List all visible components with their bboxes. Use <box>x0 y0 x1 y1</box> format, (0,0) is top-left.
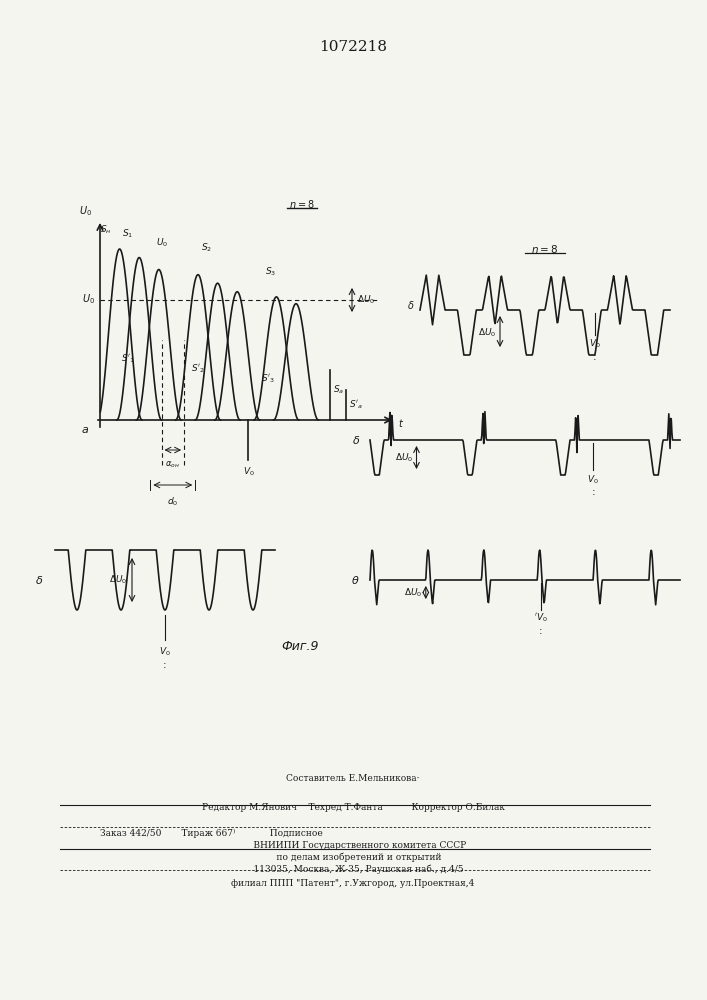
Text: Фиг.9: Фиг.9 <box>281 640 319 653</box>
Text: $a$: $a$ <box>81 425 89 435</box>
Text: $S'_3$: $S'_3$ <box>261 372 275 385</box>
Text: $S_3$: $S_3$ <box>265 265 276 278</box>
Text: :: : <box>163 660 167 670</box>
Text: $S_1$: $S_1$ <box>122 228 134 240</box>
Text: $V_0$: $V_0$ <box>243 465 255 478</box>
Text: $\theta$: $\theta$ <box>351 574 360 586</box>
Text: по делам изобретений и открытий: по делам изобретений и открытий <box>264 853 441 862</box>
Text: 113035, Москва, Ж-35, Раушская наб., д.4/5: 113035, Москва, Ж-35, Раушская наб., д.4… <box>243 865 464 874</box>
Text: $\Delta U_0$: $\Delta U_0$ <box>404 586 423 599</box>
Text: $\delta$: $\delta$ <box>35 574 43 586</box>
Text: $d_0$: $d_0$ <box>167 495 178 508</box>
Text: $\delta$: $\delta$ <box>351 434 360 446</box>
Text: $U_0$: $U_0$ <box>156 236 168 249</box>
Text: 1072218: 1072218 <box>319 40 387 54</box>
Text: $\delta$: $\delta$ <box>407 299 415 311</box>
Text: $\Delta U_0$: $\Delta U_0$ <box>478 326 496 339</box>
Text: $\alpha_{он}$: $\alpha_{он}$ <box>165 460 180 471</box>
Text: $n=8$: $n=8$ <box>288 198 315 210</box>
Text: филиал ППП "Патент", г.Ужгород, ул.Проектная,4: филиал ППП "Патент", г.Ужгород, ул.Проек… <box>231 879 474 888</box>
Text: $V_0$: $V_0$ <box>588 473 599 486</box>
Text: :: : <box>539 626 542 636</box>
Text: $S'_2$: $S'_2$ <box>191 362 205 375</box>
Text: $S_a$: $S_a$ <box>332 384 344 396</box>
Text: $S'_a$: $S'_a$ <box>349 399 363 411</box>
Text: $U_0$: $U_0$ <box>79 204 92 218</box>
Text: $V_0$: $V_0$ <box>159 645 171 658</box>
Text: :: : <box>591 487 595 497</box>
Text: $n=8$: $n=8$ <box>532 243 559 255</box>
Text: Составитель Е.Мельникова·: Составитель Е.Мельникова· <box>286 774 420 783</box>
Text: :: : <box>593 352 597 362</box>
Text: $U_0$: $U_0$ <box>82 292 95 306</box>
Text: $S_н$: $S_н$ <box>100 224 112 236</box>
Text: $\Delta U_0$: $\Delta U_0$ <box>395 451 414 464</box>
Text: $S'_1$: $S'_1$ <box>121 353 135 365</box>
Text: Редактор М.Янович    Техред Т.Фанта          Корректор О.Билак: Редактор М.Янович Техред Т.Фанта Коррект… <box>201 803 504 812</box>
Text: $t$: $t$ <box>398 417 404 429</box>
Text: Заказ 442/50       Тираж 667⁾            Подписное: Заказ 442/50 Тираж 667⁾ Подписное <box>100 829 323 838</box>
Text: $\Delta U_0$: $\Delta U_0$ <box>357 294 375 306</box>
Text: ВНИИПИ Государственного комитета СССР: ВНИИПИ Государственного комитета СССР <box>240 841 467 850</box>
Text: $S_2$: $S_2$ <box>201 242 212 254</box>
Text: $'V_0$: $'V_0$ <box>534 612 547 624</box>
Text: $V_0$: $V_0$ <box>589 338 601 351</box>
Text: $\Delta U_0$: $\Delta U_0$ <box>109 574 127 586</box>
